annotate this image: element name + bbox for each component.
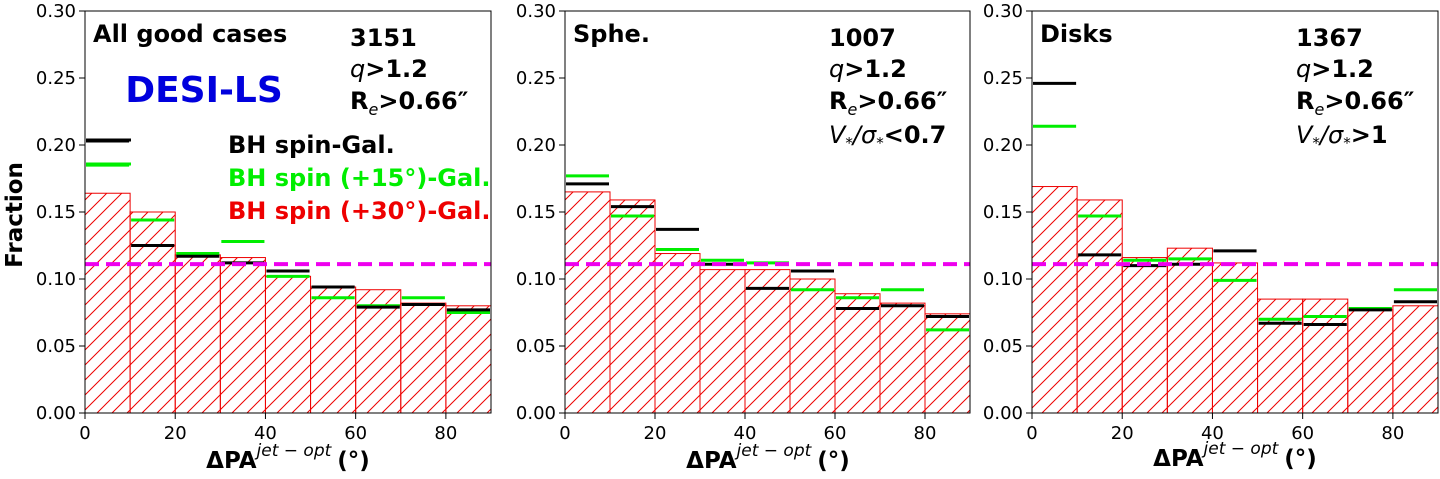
hist-bar-red [1076,199,1123,413]
cut-re: Re>0.66″ [350,87,469,119]
panel-disks: 0.00 0.05 0.10 0.15 0.20 0.25 0.30 0 20 40 60 80 Di… [983,1,1439,472]
survey-label: DESI-LS [125,70,283,111]
panel-title: Sphe. [573,20,650,48]
legend-label-green: BH spin (+15°)-Gal. [228,164,491,192]
hist-bar-red [1032,186,1078,413]
hist-bar-red [1347,309,1394,413]
panel-title: Disks [1040,20,1113,48]
y-tick-label: 0.20 [516,135,556,156]
x-axis-label: ΔPAjet − opt (°) [1153,439,1317,472]
hist-bar-red [174,254,221,413]
hist-bar-red [1257,298,1304,413]
x-tick-label: 40 [734,423,757,444]
axis-ticks: 0.00 0.05 0.10 0.15 0.20 0.25 0.30 0 20 40 60 80 [983,1,1404,444]
hist-bar-red [609,199,656,413]
cut-re: Re>0.66″ [829,87,948,119]
x-tick-label: 40 [1201,423,1224,444]
sample-count: 1367 [1296,24,1363,52]
y-tick-label: 0.00 [516,403,556,424]
y-tick-label: 0.00 [983,403,1023,424]
x-tick-label: 0 [559,423,570,444]
y-tick-label: 0.20 [983,135,1023,156]
hist-bar-red [85,192,131,413]
y-tick-label: 0.30 [36,1,76,22]
x-tick-label: 80 [434,423,457,444]
y-tick-label: 0.25 [36,68,76,89]
panel-sphe: 0.00 0.05 0.10 0.15 0.20 0.25 0.30 0 20 40 60 80 Sp… [516,1,971,474]
x-tick-label: 0 [79,423,90,444]
y-tick-label: 0.15 [983,202,1023,223]
y-tick-label: 0.10 [36,269,76,290]
hist-bar-red [310,286,357,413]
x-tick-label: 0 [1026,423,1037,444]
panel-title: All good cases [93,20,287,48]
y-tick-label: 0.05 [983,336,1023,357]
y-tick-label: 0.25 [516,68,556,89]
sample-count: 3151 [350,24,417,52]
hist-bar-red [1392,305,1438,413]
axis-ticks: 0.00 0.05 0.10 0.15 0.20 0.25 0.30 0 20 40 60 80 [516,1,937,444]
sample-count: 1007 [829,24,896,52]
hist-bar-red [355,289,402,413]
hist-bar-red [1211,262,1259,413]
hist-bar-red [744,269,791,413]
hist-bar-red [699,269,746,413]
hist-bar-red [834,293,881,413]
y-tick-label: 0.10 [516,269,556,290]
hist-bar-red [565,191,611,413]
hist-bar-red [1121,257,1168,413]
cut-q: q>1.2 [829,55,907,83]
x-tick-label: 80 [1381,423,1404,444]
cut-v: V*/σ*>1 [1296,121,1388,152]
histogram-plot-area [1032,81,1438,413]
y-tick-label: 0.05 [36,336,76,357]
cut-re: Re>0.66″ [1296,87,1415,119]
hist-bar-red [400,302,447,413]
legend-label-black: BH spin-Gal. [228,131,395,159]
x-tick-label: 40 [254,423,277,444]
hist-bar-red [1166,247,1213,413]
histogram-plot-area [85,139,491,413]
x-tick-label: 80 [914,423,937,444]
cut-q: q>1.2 [350,55,428,83]
cut-v: V*/σ*<0.7 [829,121,946,152]
axis-ticks: 0.00 0.05 0.10 0.15 0.20 0.25 0.30 0 20 40 60 80 [36,1,457,444]
y-tick-label: 0.30 [983,1,1023,22]
panel-all-good-cases: 0.00 0.05 0.10 0.15 0.20 0.25 0.30 0 20 40 60 80 Al… [36,1,492,474]
x-tick-label: 20 [644,423,667,444]
x-tick-label: 60 [824,423,847,444]
hist-bar-red [219,257,266,413]
legend-label-red: BH spin (+30°)-Gal. [228,197,491,225]
x-tick-label: 20 [1111,423,1134,444]
y-tick-label: 0.15 [516,202,556,223]
cut-q: q>1.2 [1296,55,1374,83]
x-axis-label: ΔPAjet − opt (°) [686,441,850,474]
y-tick-label: 0.15 [36,202,76,223]
hist-bar-red [264,275,312,413]
y-tick-label: 0.00 [36,403,76,424]
hist-bar-red [879,302,926,413]
x-tick-label: 20 [164,423,187,444]
y-axis-label: Fraction [2,162,28,268]
hist-bar-red [1302,298,1349,413]
x-axis-label: ΔPAjet − opt (°) [206,441,370,474]
y-tick-label: 0.30 [516,1,556,22]
y-tick-label: 0.10 [983,269,1023,290]
hist-bar-red [129,211,176,413]
histogram-plot-area [565,174,970,413]
hist-bar-red [445,305,491,413]
legend: BH spin-Gal. BH spin (+15°)-Gal. BH spin… [86,131,491,225]
x-tick-label: 60 [344,423,367,444]
hist-bar-red [654,253,701,413]
y-tick-label: 0.05 [516,336,556,357]
y-tick-label: 0.20 [36,135,76,156]
y-tick-label: 0.25 [983,68,1023,89]
hist-bar-red [789,278,836,413]
x-tick-label: 60 [1291,423,1314,444]
